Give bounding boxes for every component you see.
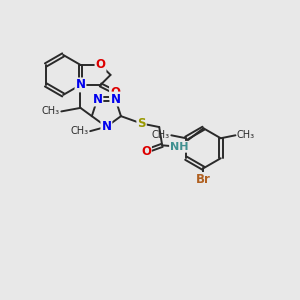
- Text: CH₃: CH₃: [152, 130, 170, 140]
- Text: N: N: [101, 120, 111, 133]
- Text: N: N: [110, 92, 120, 106]
- Text: S: S: [137, 117, 146, 130]
- Text: CH₃: CH₃: [70, 126, 88, 136]
- Text: N: N: [92, 92, 102, 106]
- Text: Br: Br: [196, 173, 211, 186]
- Text: CH₃: CH₃: [237, 130, 255, 140]
- Text: O: O: [95, 58, 106, 71]
- Text: CH₃: CH₃: [41, 106, 59, 116]
- Text: O: O: [141, 145, 151, 158]
- Text: N: N: [76, 78, 85, 92]
- Text: NH: NH: [170, 142, 188, 152]
- Text: O: O: [110, 86, 120, 99]
